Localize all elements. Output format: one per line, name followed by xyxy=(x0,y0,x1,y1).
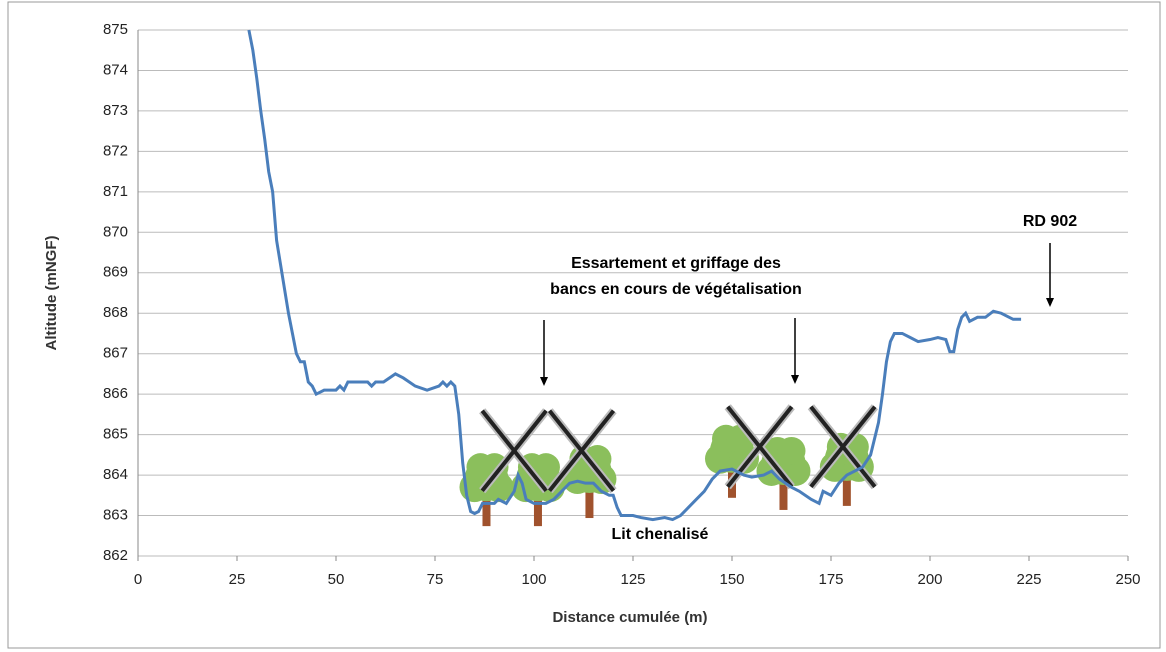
y-tick-label: 870 xyxy=(103,223,128,240)
y-tick-label: 873 xyxy=(103,102,128,119)
y-tick-label: 869 xyxy=(103,264,128,281)
annotation: Essartement et griffage des xyxy=(571,255,781,272)
x-tick-label: 225 xyxy=(1016,571,1041,588)
y-tick-label: 865 xyxy=(103,426,128,443)
x-tick-label: 0 xyxy=(134,571,142,588)
y-tick-label: 872 xyxy=(103,142,128,159)
chart: Distance cumulée (m) Altitude (mNGF) 862… xyxy=(0,0,1166,652)
y-tick-label: 868 xyxy=(103,304,128,321)
x-tick-label: 100 xyxy=(521,571,546,588)
y-tick-label: 875 xyxy=(103,21,128,38)
y-tick-label: 864 xyxy=(103,466,128,483)
annotation: RD 902 xyxy=(1023,213,1077,230)
x-tick-label: 125 xyxy=(620,571,645,588)
y-tick-label: 866 xyxy=(103,385,128,402)
frame xyxy=(8,2,1160,648)
x-axis-label: Distance cumulée (m) xyxy=(552,609,707,626)
x-tick-label: 175 xyxy=(818,571,843,588)
y-tick-label: 867 xyxy=(103,345,128,362)
x-tick-label: 250 xyxy=(1115,571,1140,588)
x-tick-label: 200 xyxy=(917,571,942,588)
y-tick-label: 871 xyxy=(103,183,128,200)
y-tick-label: 863 xyxy=(103,507,128,524)
y-tick-label: 862 xyxy=(103,547,128,564)
x-tick-label: 75 xyxy=(427,571,444,588)
tree-leaf xyxy=(777,437,805,465)
x-tick-label: 50 xyxy=(328,571,345,588)
y-tick-label: 874 xyxy=(103,61,128,78)
x-tick-label: 25 xyxy=(229,571,246,588)
y-axis-label: Altitude (mNGF) xyxy=(43,236,60,351)
x-tick-label: 150 xyxy=(719,571,744,588)
annotation: Lit chenalisé xyxy=(612,526,709,543)
annotation: bancs en cours de végétalisation xyxy=(550,281,802,298)
